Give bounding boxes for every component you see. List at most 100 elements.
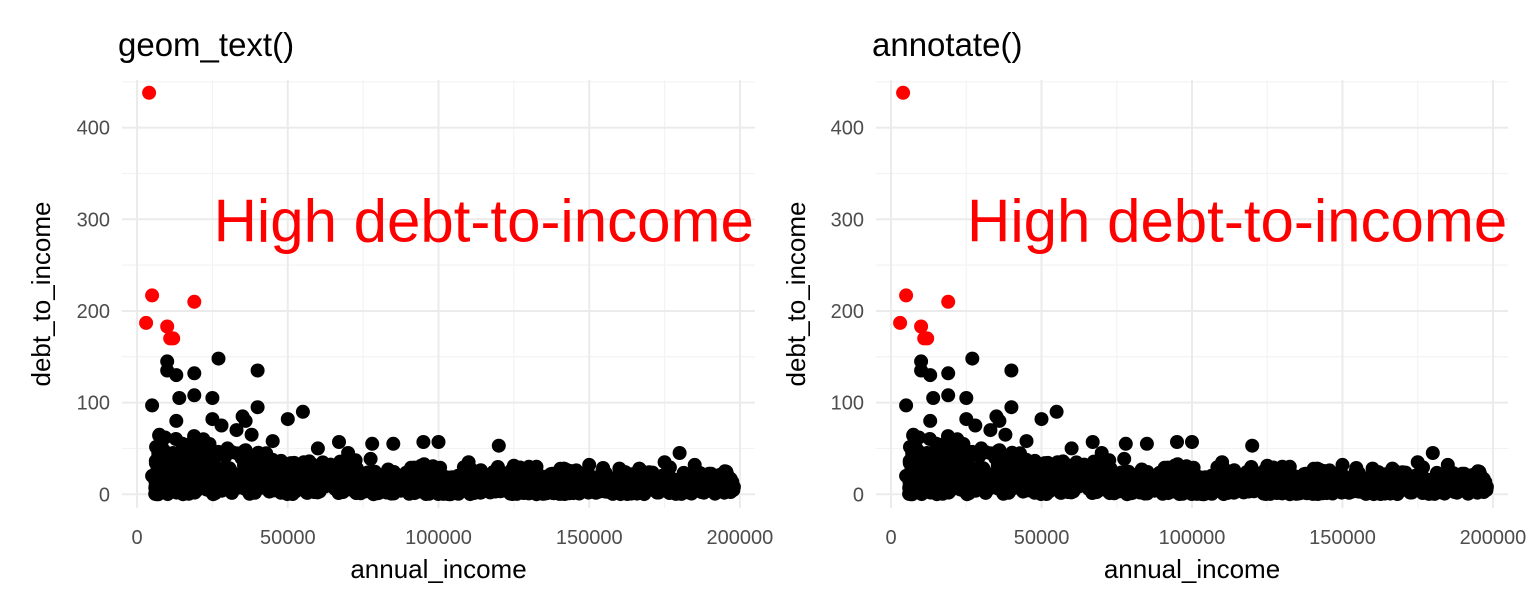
scatter-point [205,391,220,405]
scatter-point [1120,480,1135,494]
scatter-point [365,436,380,451]
scatter-point [211,473,225,488]
scatter-point [1139,436,1154,451]
scatter-point [612,461,627,476]
scatter-point [1425,446,1440,460]
scatter-point [169,368,184,383]
scatter-point [175,436,190,451]
y-tick-label: 400 [77,118,110,140]
highlight-point [941,294,956,309]
highlight-point [899,288,914,303]
scatter-point [1064,441,1079,456]
scatter-point [1179,459,1194,474]
x-tick-label: 50000 [1014,527,1070,549]
scatter-point [546,467,561,482]
scatter-point [1185,435,1199,449]
scatter-point [1033,463,1048,478]
scatter-point [672,446,687,460]
scatter-point [431,435,446,449]
scatter-point [1118,436,1133,451]
y-tick-label: 100 [77,393,110,415]
scatter-point [655,470,670,485]
scatter-point [190,450,205,465]
scatter-point [992,413,1007,428]
scatter-point [295,464,310,479]
scatter-point [964,473,979,488]
highlight-point [142,85,157,100]
scatter-point [1245,473,1260,487]
scatter-point [157,457,172,471]
scatter-point [279,463,294,478]
scatter-point [286,474,301,488]
scatter-point [1395,478,1410,493]
y-tick-label: 300 [77,209,110,231]
scatter-point [920,446,935,460]
scatter-point [1173,484,1188,499]
scatter-point [657,455,672,470]
x-tick-label: 200000 [1460,527,1527,549]
scatter-point [1016,482,1031,497]
scatter-point [929,436,944,451]
scatter-cloud [148,427,741,502]
scatter-point [687,457,702,472]
chart-title: annotate() [872,26,1022,63]
highlight-point [166,331,181,346]
scatter-point [332,435,346,449]
scatter-point [1215,455,1230,470]
highlight-series [139,85,202,346]
scatter-point [1165,471,1180,486]
scatter-point [1335,457,1350,472]
scatter-point [985,468,1000,482]
scatter-point [1060,485,1075,500]
scatter-point [1439,468,1454,483]
scatter-point [595,479,610,493]
scatter-point [941,388,956,403]
scatter-point [153,443,167,458]
base-series [145,351,741,502]
scatter-point [1094,446,1109,460]
scatter-point [1348,479,1363,493]
highlight-point [896,85,911,100]
scatter-point [426,459,440,474]
scatter-point [490,460,505,474]
scatter-point [1039,485,1054,500]
scatter-point [477,481,492,496]
scatter-point [1320,480,1335,495]
scatter-point [491,438,506,453]
y-tick-label: 200 [831,301,864,323]
scatter-point [992,443,1007,458]
scatter-point [1470,464,1485,479]
x-tick-label: 100000 [1159,527,1226,549]
scatter-point [923,413,938,428]
scatter-point [506,458,521,473]
scatter-point [911,457,926,471]
scatter-point [1305,479,1320,494]
highlight-point [187,294,202,309]
scatter-point [717,464,732,479]
scatter-point [1331,481,1346,496]
scatter-point [196,432,211,447]
scatter-point [1109,473,1124,488]
scatter-point [708,476,723,491]
scatter-point [1085,435,1100,449]
scatter-point [684,482,699,497]
scatter-point [1479,479,1494,494]
highlight-point [160,319,175,334]
scatter-point [515,485,529,500]
scatter-point [307,485,322,500]
scatter-point [381,462,396,477]
scatter-point [172,391,187,405]
scatter-point [1440,457,1455,472]
x-tick-label: 150000 [1309,527,1376,549]
base-series [899,351,1494,502]
scatter-point [286,485,301,500]
scatter-point [1395,465,1410,480]
scatter-point [1004,363,1019,378]
scatter-point [726,479,741,494]
scatter-point [356,473,371,488]
scatter-point [315,455,330,470]
scatter-point [295,404,310,419]
scatter-point [906,428,921,443]
scatter-point [506,476,521,491]
